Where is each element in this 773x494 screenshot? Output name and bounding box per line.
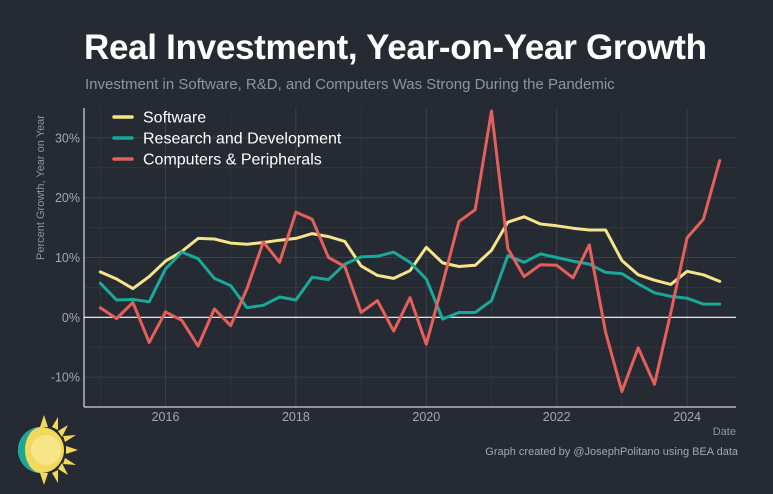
x-tick-label: 2016 [152, 410, 180, 424]
y-axis-title: Percent Growth, Year on Year [35, 115, 47, 260]
source-credit: Graph created by @JosephPolitano using B… [485, 446, 738, 458]
x-tick-label: 2020 [412, 410, 440, 424]
series-line-1 [98, 215, 722, 291]
legend-label-2: Research and Development [143, 131, 342, 148]
chart-subtitle: Investment in Software, R&D, and Compute… [85, 76, 615, 93]
y-tick-label: -10% [51, 371, 80, 385]
y-tick-label: 20% [55, 191, 80, 205]
series-line-2 [98, 250, 722, 321]
x-tick-label: 2022 [543, 410, 571, 424]
legend-label-1: Software [143, 110, 206, 127]
chart-title: Real Investment, Year-on-Year Growth [84, 28, 707, 67]
x-axis-title: Date [713, 426, 736, 438]
y-tick-label: 10% [55, 251, 80, 265]
x-tick-label: 2024 [673, 410, 701, 424]
sun-logo-icon [18, 415, 78, 485]
sun-ring [18, 427, 41, 473]
legend-label-3: Computers & Peripherals [143, 152, 322, 169]
sun-rays [40, 415, 78, 485]
x-tick-label: 2018 [282, 410, 310, 424]
series-line-3 [98, 109, 722, 393]
y-tick-label: 0% [62, 311, 80, 325]
y-tick-label: 30% [55, 131, 80, 145]
sun-highlight [31, 435, 61, 465]
